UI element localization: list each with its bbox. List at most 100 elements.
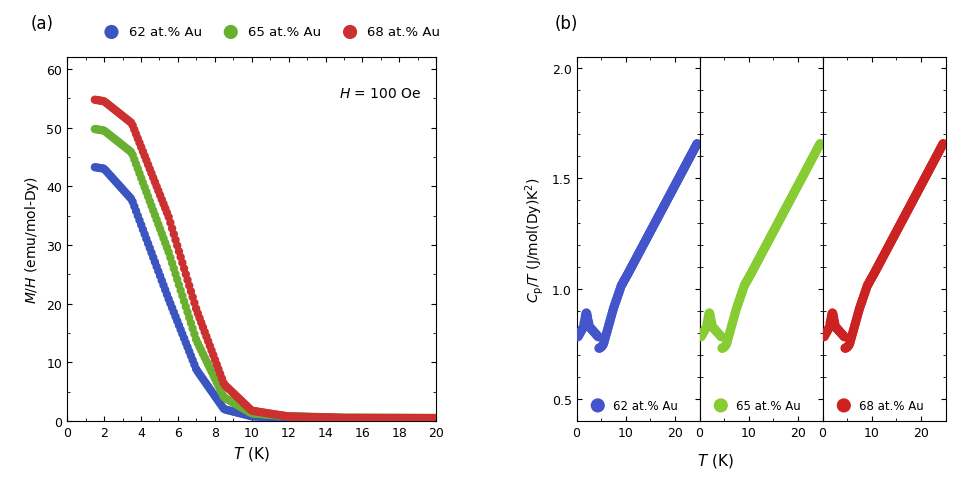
Point — [789, 184, 804, 192]
Point — [626, 259, 641, 267]
Point — [896, 214, 911, 222]
62 at.% Au — [290, 414, 305, 422]
Point — [856, 293, 872, 301]
Point — [871, 262, 886, 270]
68 at.% Au — [201, 338, 216, 346]
Point — [769, 223, 784, 230]
Point — [639, 234, 655, 242]
65 at.% Au — [412, 414, 427, 422]
68 at.% Au — [147, 179, 162, 186]
68 at.% Au — [140, 161, 156, 169]
Point — [625, 262, 640, 270]
68 at.% Au — [373, 414, 389, 422]
Point — [696, 328, 711, 335]
65 at.% Au — [404, 414, 420, 422]
Point — [630, 253, 645, 260]
Point — [755, 249, 770, 257]
68 at.% Au — [240, 403, 255, 411]
Point — [748, 262, 763, 270]
65 at.% Au — [425, 414, 441, 422]
Point — [764, 231, 780, 239]
Point — [800, 164, 815, 172]
65 at.% Au — [209, 378, 225, 386]
Point — [923, 165, 938, 173]
Point — [747, 264, 762, 272]
62 at.% Au — [251, 413, 266, 421]
Point — [617, 276, 633, 284]
62 at.% Au — [144, 249, 159, 257]
Point — [812, 140, 828, 148]
Point — [616, 277, 632, 285]
68 at.% Au — [425, 414, 441, 422]
65 at.% Au — [199, 357, 214, 365]
Point — [757, 244, 773, 252]
62 at.% Au — [356, 414, 372, 422]
Point — [745, 268, 760, 275]
Point — [925, 160, 941, 167]
68 at.% Au — [205, 351, 221, 359]
62 at.% Au — [393, 415, 408, 423]
Point — [859, 283, 875, 290]
62 at.% Au — [362, 414, 377, 422]
Point — [629, 254, 644, 262]
Point — [876, 251, 892, 258]
65 at.% Au — [127, 156, 142, 164]
68 at.% Au — [192, 315, 207, 322]
68 at.% Au — [132, 139, 147, 147]
Point — [842, 341, 857, 349]
Point — [839, 344, 854, 351]
65 at.% Au — [133, 175, 149, 182]
Point — [874, 257, 889, 265]
Point — [720, 337, 735, 345]
Point — [714, 345, 730, 352]
Point — [725, 318, 740, 326]
68 at.% Au — [170, 242, 185, 250]
Point — [747, 263, 762, 271]
68 at.% Au — [190, 310, 205, 318]
68 at.% Au — [203, 342, 218, 350]
68 at.% Au — [227, 390, 242, 398]
Point — [734, 288, 750, 296]
62 at.% Au — [183, 352, 199, 360]
Point — [882, 241, 898, 248]
68 at.% Au — [245, 407, 260, 415]
62 at.% Au — [321, 414, 336, 422]
Point — [573, 328, 588, 335]
Point — [722, 329, 737, 337]
65 at.% Au — [312, 413, 327, 421]
Point — [862, 277, 877, 285]
68 at.% Au — [275, 412, 290, 420]
Point — [837, 333, 852, 341]
Point — [745, 266, 760, 274]
65 at.% Au — [423, 414, 439, 422]
62 at.% Au — [87, 164, 103, 172]
65 at.% Au — [329, 414, 345, 422]
Point — [579, 311, 594, 318]
Point — [876, 252, 892, 259]
Point — [571, 332, 587, 340]
Point — [637, 238, 653, 246]
65 at.% Au — [395, 414, 410, 422]
Point — [570, 333, 586, 341]
62 at.% Au — [369, 415, 384, 423]
Point — [879, 246, 895, 254]
62 at.% Au — [161, 296, 177, 303]
62 at.% Au — [173, 326, 188, 334]
65 at.% Au — [314, 413, 329, 421]
Point — [634, 246, 649, 254]
68 at.% Au — [305, 413, 321, 421]
68 at.% Au — [269, 411, 284, 419]
62 at.% Au — [415, 415, 430, 423]
Point — [636, 241, 652, 248]
Point — [684, 151, 699, 159]
62 at.% Au — [157, 287, 173, 294]
62 at.% Au — [319, 414, 334, 422]
62 at.% Au — [242, 412, 257, 420]
Point — [622, 266, 637, 274]
Point — [590, 333, 606, 341]
65 at.% Au — [235, 404, 251, 412]
Point — [581, 319, 596, 327]
65 at.% Au — [262, 411, 277, 419]
68 at.% Au — [111, 110, 127, 118]
Point — [820, 327, 835, 334]
